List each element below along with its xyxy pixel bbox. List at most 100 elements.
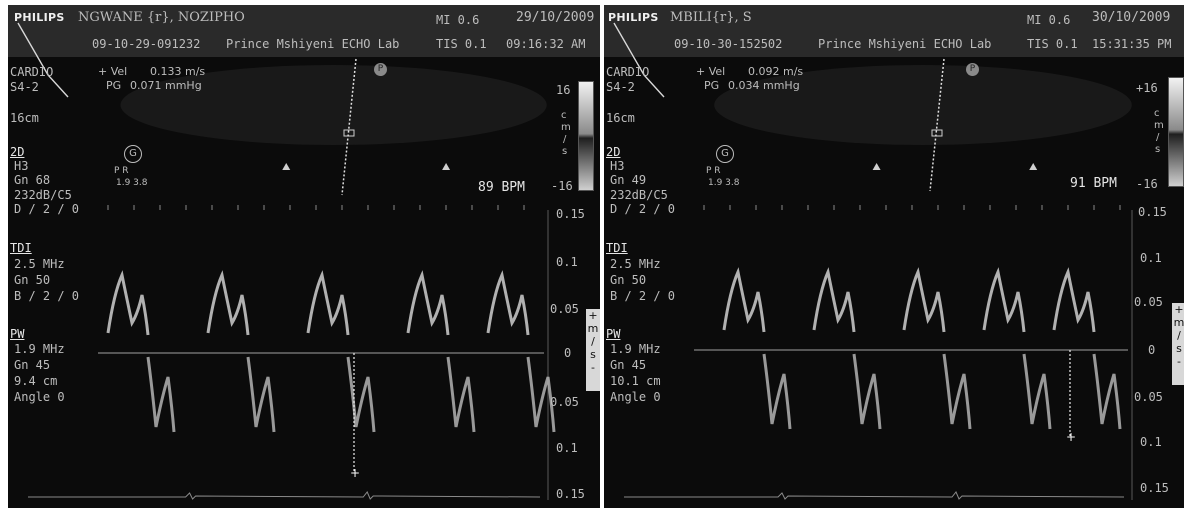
- measurement-cross: +: [350, 466, 360, 480]
- left-pw-line: 1.9 MHz: [14, 342, 65, 356]
- ecg-trace: [624, 491, 1125, 500]
- right-date: 30/10/2009: [1092, 10, 1171, 25]
- tissue-velocity-wave: [526, 356, 556, 433]
- left-doppler-display: +: [17, 22, 556, 500]
- left-colorbar-top: 16: [556, 83, 571, 97]
- left-scale-label: 0.05: [550, 302, 579, 316]
- right-pw-heading: PW: [606, 327, 621, 341]
- left-tdi-line: Gn 50: [14, 273, 51, 287]
- left-pg-label: PG: [106, 79, 122, 92]
- right-velocity-units-box: + m / s -: [1172, 303, 1184, 385]
- right-orientation-values: 1.9 3.8: [708, 178, 740, 188]
- tissue-velocity-wave: [486, 270, 530, 336]
- left-colorbar-unit: s: [562, 146, 568, 157]
- panel-separator: [600, 0, 604, 511]
- tissue-velocity-wave: [306, 270, 350, 336]
- right-echo-panel: + PHILIPS MBILI{r}, S 09-10-30-152502 Pr…: [604, 5, 1184, 508]
- tissue-velocity-wave: [812, 267, 856, 333]
- right-doppler-display: +: [613, 22, 1133, 500]
- depth-marker-triangle: [1029, 163, 1038, 170]
- left-tdi-heading: TDI: [10, 241, 32, 255]
- left-bpm: 89 BPM: [478, 180, 525, 195]
- left-tis: TIS 0.1: [436, 37, 487, 51]
- units-glyph: /: [591, 335, 595, 348]
- left-pw-line: Angle 0: [14, 390, 65, 404]
- tissue-velocity-wave: [346, 356, 376, 433]
- right-scale-label: 0.05: [1134, 390, 1163, 404]
- left-mi: MI 0.6: [436, 13, 480, 27]
- right-probe-label: S4-2: [606, 80, 635, 94]
- right-tdi-heading: TDI: [606, 241, 628, 255]
- tissue-velocity-wave: [902, 267, 946, 333]
- ecg-trace: [28, 491, 541, 500]
- right-vel-label: + Vel: [696, 65, 726, 78]
- right-scale-label: 0.15: [1140, 481, 1169, 495]
- left-patient-name: NGWANE {r}, NOZIPHO: [78, 10, 245, 25]
- tissue-velocity-wave: [1092, 353, 1122, 430]
- right-vel-value: 0.092 m/s: [748, 65, 804, 78]
- left-color-scale-bar: [578, 81, 594, 191]
- left-scale-label: 0: [564, 346, 572, 360]
- units-glyph: /: [1177, 329, 1181, 342]
- sample-gate-marker: [931, 129, 943, 137]
- right-cardio-label: CARDIO: [606, 65, 650, 79]
- left-colorbar-bottom: -16: [551, 179, 573, 193]
- right-patient-name: MBILI{r}, S: [670, 10, 752, 25]
- left-scale-label: 0.05: [550, 395, 579, 409]
- tissue-velocity-wave: [246, 356, 276, 433]
- right-orientation-pr: P R: [706, 166, 721, 176]
- left-scale-label: 0.1: [556, 441, 578, 455]
- right-mi: MI 0.6: [1027, 13, 1071, 27]
- right-marker-badge: P: [966, 63, 979, 76]
- depth-marker-triangle: [442, 163, 451, 170]
- left-colorbar-unit: c: [561, 110, 567, 121]
- tissue-velocity-wave: [206, 270, 250, 336]
- sample-gate-line: [341, 58, 357, 196]
- left-orientation-circle: G: [124, 145, 142, 163]
- units-glyph: s: [1176, 342, 1182, 355]
- tissue-velocity-wave: [852, 353, 882, 430]
- left-2d-line: 232dB/C5: [14, 188, 72, 202]
- tissue-velocity-wave: [1052, 267, 1096, 333]
- measurement-cross: +: [1066, 430, 1076, 444]
- left-2d-line: D / 2 / 0: [14, 202, 80, 216]
- right-colorbar-unit: m: [1154, 120, 1164, 131]
- units-glyph: -: [591, 361, 595, 374]
- tissue-velocity-wave: [762, 353, 792, 430]
- right-tdi-line: Gn 50: [610, 273, 647, 287]
- units-glyph: m: [587, 322, 599, 335]
- probe-cursor-line: [17, 22, 69, 98]
- left-pw-line: Gn 45: [14, 358, 51, 372]
- sector-haze: [714, 65, 1132, 145]
- right-colorbar-unit: /: [1156, 132, 1160, 143]
- right-scale-label: 0: [1148, 343, 1156, 357]
- right-2d-heading: 2D: [606, 145, 621, 159]
- right-colorbar-top: +16: [1136, 81, 1158, 95]
- right-scale-label: 0.15: [1138, 205, 1167, 219]
- tissue-velocity-wave: [146, 356, 176, 433]
- right-tis: TIS 0.1: [1027, 37, 1078, 51]
- left-date: 29/10/2009: [516, 10, 595, 25]
- left-cardio-label: CARDIO: [10, 65, 54, 79]
- left-colorbar-unit: m: [561, 122, 571, 133]
- right-scale-label: 0.1: [1140, 251, 1162, 265]
- right-time: 15:31:35 PM: [1092, 37, 1172, 51]
- left-orientation-values: 1.9 3.8: [116, 178, 148, 188]
- left-tdi-line: 2.5 MHz: [14, 257, 65, 271]
- units-glyph: +: [1174, 303, 1184, 316]
- units-glyph: m: [1173, 316, 1184, 329]
- left-probe-label: S4-2: [10, 80, 39, 94]
- left-2d-heading: 2D: [10, 145, 25, 159]
- left-pw-line: 9.4 cm: [14, 374, 58, 388]
- sample-gate-marker: [343, 129, 355, 137]
- right-depth-label: 16cm: [606, 111, 635, 125]
- right-colorbar-unit: s: [1155, 144, 1161, 155]
- left-vel-label: + Vel: [98, 65, 128, 78]
- left-echo-panel: + PHILIPS NGWANE {r}, NOZIPHO 09-10-29-0…: [8, 5, 600, 508]
- right-2d-line: 232dB/C5: [610, 188, 668, 202]
- tissue-velocity-wave: [722, 267, 766, 333]
- units-glyph: -: [1177, 355, 1181, 368]
- right-pg-value: 0.034 mmHg: [728, 79, 800, 92]
- left-vel-value: 0.133 m/s: [150, 65, 206, 78]
